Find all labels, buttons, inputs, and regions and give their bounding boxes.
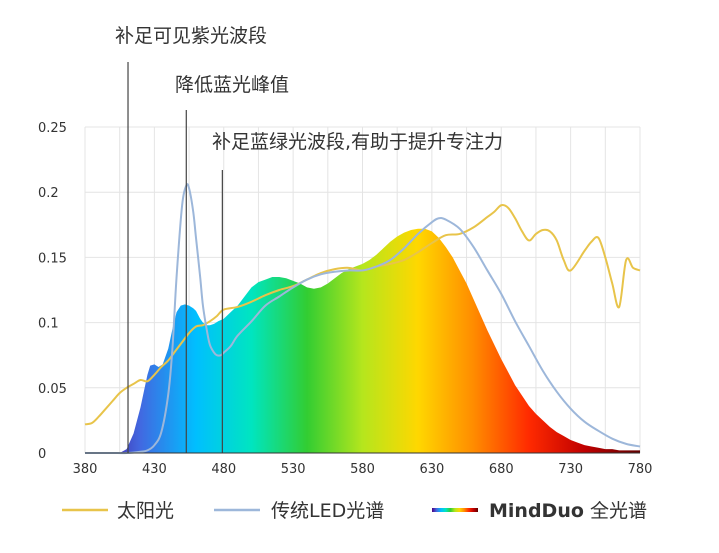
line-layer xyxy=(84,183,641,455)
series-mindduo-area xyxy=(85,228,640,453)
x-tick-label: 430 xyxy=(142,462,167,477)
x-tick-label: 680 xyxy=(489,462,514,477)
legend-label: MindDuo 全光谱 xyxy=(489,500,647,522)
x-tick-label: 580 xyxy=(350,462,375,477)
y-tick-label: 0.1 xyxy=(38,317,59,332)
annotation-label: 补足蓝绿光波段,有助于提升专注力 xyxy=(212,131,503,153)
series-led-line xyxy=(85,183,641,455)
x-tick-label: 530 xyxy=(281,462,306,477)
y-tick-label: 0.2 xyxy=(38,186,59,201)
x-tick-label: 380 xyxy=(73,462,98,477)
x-tick-label: 480 xyxy=(211,462,236,477)
legend-swatch-mindduo xyxy=(432,508,478,512)
y-tick-label: 0 xyxy=(38,447,46,462)
legend-label: 传统LED光谱 xyxy=(271,500,384,522)
y-tick-label: 0.05 xyxy=(38,382,67,397)
annotation-label: 补足可见紫光波段 xyxy=(115,25,267,47)
annotation-label: 降低蓝光峰值 xyxy=(175,74,289,96)
legend-label: 太阳光 xyxy=(117,500,174,522)
x-tick-label: 730 xyxy=(558,462,583,477)
y-tick-label: 0.15 xyxy=(38,251,67,266)
axes: 380 430 480 530 580 630 680 730 780 0 0.05 0.1 0.15 0… xyxy=(38,121,652,477)
x-tick-label: 780 xyxy=(628,462,653,477)
y-tick-label: 0.25 xyxy=(38,121,67,136)
x-tick-label: 630 xyxy=(419,462,444,477)
area-layer xyxy=(85,228,640,453)
legend: 太阳光 传统LED光谱 MindDuo 全光谱 xyxy=(62,500,647,522)
